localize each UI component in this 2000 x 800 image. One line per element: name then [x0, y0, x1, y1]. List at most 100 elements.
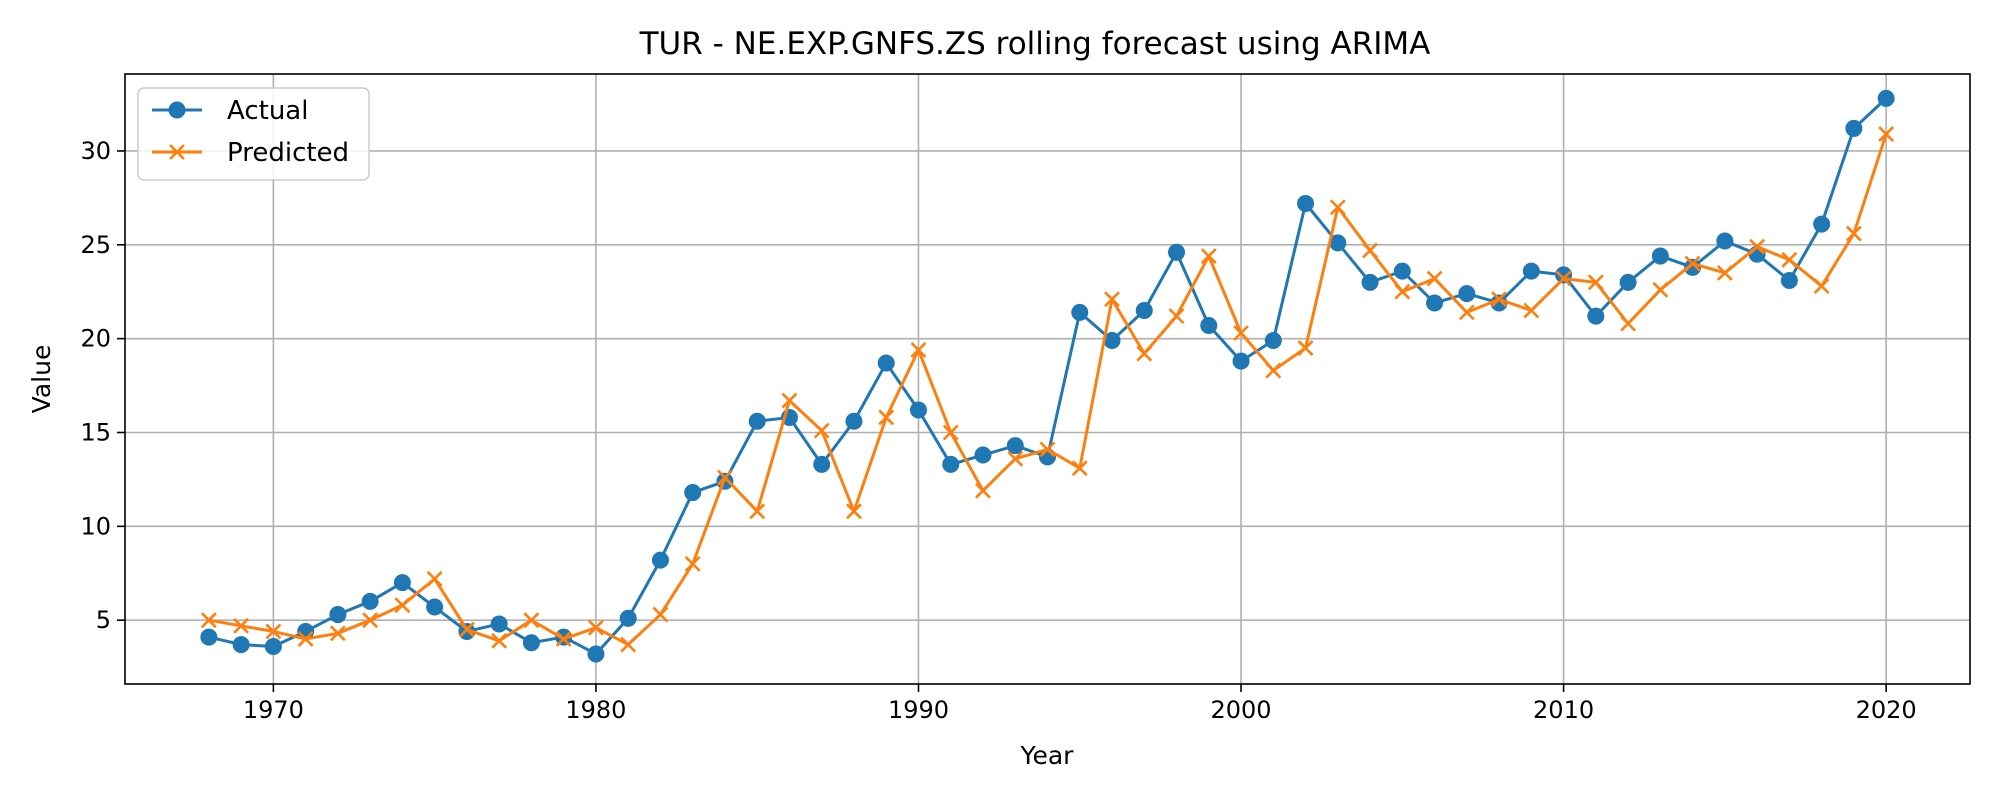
predicted-point	[523, 612, 540, 629]
axis-ticks: 1970 1980 1990 2000 2010 2020 5 10 15 20 25 30	[80, 137, 1916, 724]
actual-point	[1458, 285, 1476, 303]
y-tick-label: 25	[80, 231, 111, 259]
actual-point	[361, 592, 379, 610]
predicted-point	[491, 632, 508, 649]
predicted-point	[1845, 225, 1862, 242]
predicted-point	[1168, 308, 1185, 325]
predicted-point	[1587, 274, 1604, 291]
x-axis-label: Year	[1020, 741, 1075, 770]
predicted-point	[233, 617, 250, 634]
chart-title: TUR - NE.EXP.GNFS.ZS rolling forecast us…	[639, 26, 1431, 62]
actual-point	[619, 609, 637, 627]
predicted-point	[942, 424, 959, 441]
y-tick-label: 30	[80, 137, 111, 165]
actual-point	[845, 412, 863, 430]
predicted-point	[1104, 291, 1120, 308]
y-tick-label: 15	[80, 418, 111, 446]
actual-point	[1522, 262, 1540, 280]
predicted-point	[1265, 362, 1282, 379]
predicted-point	[620, 636, 637, 653]
predicted-point	[1233, 325, 1249, 341]
actual-point	[651, 551, 669, 569]
actual-point	[1135, 301, 1153, 319]
predicted-point	[813, 422, 830, 439]
predicted-point	[1362, 242, 1378, 259]
predicted-point	[1136, 345, 1153, 362]
predicted-point	[426, 570, 443, 587]
predicted-point	[910, 341, 927, 358]
series-layer	[200, 89, 1895, 663]
actual-point	[393, 574, 411, 592]
predicted-point	[458, 621, 475, 638]
predicted-point	[1200, 248, 1217, 264]
predicted-point	[588, 619, 604, 636]
actual-point	[232, 636, 250, 654]
y-tick-label: 20	[80, 325, 111, 353]
actual-point	[200, 628, 218, 646]
actual-legend-label: Actual	[227, 96, 308, 126]
predicted-point	[1813, 278, 1830, 295]
actual-point	[1297, 195, 1315, 213]
actual-point	[1813, 215, 1831, 233]
predicted-point	[1555, 270, 1572, 287]
actual-point	[942, 455, 960, 473]
predicted-point	[1007, 450, 1024, 467]
x-tick-label: 1970	[243, 696, 304, 724]
x-tick-label: 1990	[888, 696, 949, 724]
predicted-point	[1426, 270, 1443, 287]
predicted-point	[1297, 340, 1314, 356]
actual-point	[490, 615, 508, 633]
actual-point	[522, 634, 540, 652]
predicted-point	[1491, 291, 1507, 308]
x-tick-label: 2020	[1856, 696, 1917, 724]
predicted-point	[1394, 283, 1411, 300]
actual-point	[1877, 89, 1895, 107]
plot-area-frame	[124, 73, 1971, 685]
predicted-point	[362, 612, 379, 629]
predicted-point	[394, 597, 411, 614]
legend: Actual Predicted	[137, 87, 370, 181]
predicted-legend-marker	[169, 144, 185, 160]
predicted-point	[652, 606, 669, 623]
predicted-point	[1071, 460, 1088, 477]
predicted-point	[749, 503, 766, 520]
y-tick-label: 10	[80, 512, 111, 540]
predicted-point	[1523, 302, 1540, 319]
actual-point	[1845, 119, 1863, 137]
actual-point	[587, 645, 605, 663]
predicted-point	[1652, 281, 1669, 298]
actual-point	[1651, 247, 1669, 265]
predicted-point	[1684, 255, 1701, 272]
predicted-point	[200, 612, 217, 629]
predicted-point	[1620, 315, 1637, 332]
actual-point	[748, 412, 766, 430]
grid-lines	[125, 74, 1970, 684]
predicted-point	[1039, 441, 1056, 458]
predicted-point	[297, 631, 314, 647]
actual-point	[974, 446, 992, 464]
actual-point	[426, 598, 444, 616]
x-tick-label: 2010	[1533, 696, 1594, 724]
predicted-point	[555, 631, 572, 647]
x-tick-label: 2000	[1210, 696, 1271, 724]
actual-legend-marker	[168, 101, 186, 119]
predicted-point	[1749, 238, 1766, 255]
actual-point	[813, 455, 831, 473]
predicted-point	[781, 392, 798, 409]
predicted-point	[329, 625, 346, 642]
actual-point	[1716, 232, 1734, 250]
actual-point	[684, 484, 702, 502]
predicted-line	[208, 133, 1888, 647]
y-tick-label: 5	[96, 606, 111, 634]
actual-point	[264, 637, 282, 655]
actual-series	[200, 89, 1895, 663]
actual-point	[1071, 303, 1089, 321]
predicted-point	[1329, 199, 1346, 216]
predicted-series	[200, 126, 1895, 653]
actual-point	[1264, 332, 1282, 350]
predicted-point	[265, 623, 282, 640]
predicted-point	[684, 555, 701, 572]
actual-line	[208, 97, 1888, 656]
actual-point	[909, 401, 927, 419]
